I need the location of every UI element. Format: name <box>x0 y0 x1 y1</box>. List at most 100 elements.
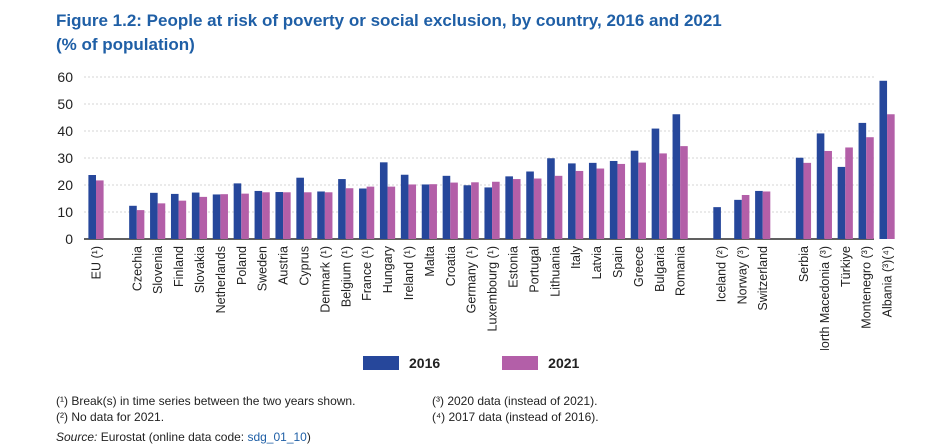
bar-2016 <box>463 185 472 239</box>
footnote-4: (⁴) 2017 data (instead of 2016). <box>432 410 599 424</box>
legend-swatch-2021 <box>502 356 539 370</box>
x-tick-label: North Macedonia (³) <box>818 246 832 350</box>
bar-2016 <box>755 190 763 239</box>
x-tick-label: Estonia <box>506 246 520 288</box>
legend-item-2021: 2021 <box>502 355 579 371</box>
x-tick-label: Czechia <box>130 246 144 291</box>
bar-2016 <box>359 188 367 239</box>
bar-2016 <box>191 192 200 239</box>
bar-2016 <box>526 171 534 239</box>
y-tick-label: 60 <box>57 69 73 85</box>
footnote-1: (¹) Break(s) in time series between the … <box>56 394 356 408</box>
x-tick-label: Romania <box>674 246 688 296</box>
bar-2021 <box>220 194 228 239</box>
x-tick-label: Sweden <box>256 246 270 291</box>
legend-label-2021: 2021 <box>548 355 580 371</box>
bar-2016 <box>734 199 742 239</box>
bar-2021 <box>866 137 874 239</box>
x-tick-label: Iceland (²) <box>714 246 728 302</box>
bar-2016 <box>484 187 493 239</box>
bar-2021 <box>533 178 542 239</box>
bar-2021 <box>824 150 832 239</box>
footnote-2: (²) No data for 2021. <box>56 410 165 424</box>
bar-2021 <box>575 170 584 239</box>
bar-2021 <box>471 182 479 239</box>
x-tick-label: Montenegro (³) <box>860 246 874 329</box>
x-tick-label: Netherlands <box>214 246 228 313</box>
x-tick-label: Cyprus <box>297 246 311 286</box>
x-tick-label: Norway (³) <box>735 246 749 304</box>
x-tick-label: Serbia <box>797 246 811 282</box>
bar-2021 <box>450 182 458 239</box>
footnote-3: (³) 2020 data (instead of 2021). <box>432 394 598 408</box>
x-tick-label: Portugal <box>527 246 541 293</box>
bar-2016 <box>212 194 221 239</box>
bar-chart: 0 10 20 30 40 50 60 EU (¹) Czechia Slovenia Finla… <box>57 69 895 350</box>
x-tick-label: Slovakia <box>193 246 207 293</box>
x-tick-label: Slovenia <box>151 246 165 294</box>
bar-2016 <box>568 163 576 239</box>
bar-2021 <box>345 188 354 239</box>
bar-2021 <box>803 162 812 239</box>
bar-2016 <box>296 177 304 239</box>
bar-2021 <box>199 196 208 239</box>
x-tick-label: Germany (¹) <box>465 246 479 313</box>
bar-2016 <box>795 157 804 239</box>
bar-2016 <box>88 175 96 239</box>
bar-2016 <box>317 191 325 239</box>
x-tick-label: Spain <box>611 246 625 278</box>
bars <box>88 80 895 239</box>
bar-2016 <box>879 80 888 239</box>
bar-2021 <box>96 180 104 239</box>
bar-2016 <box>442 175 451 239</box>
x-tick-label: Finland <box>172 246 186 287</box>
x-tick-label: Ireland (¹) <box>402 246 416 300</box>
bar-2016 <box>129 205 137 239</box>
bar-2016 <box>338 179 346 239</box>
bar-2021 <box>408 184 417 239</box>
y-tick-label: 50 <box>57 96 73 112</box>
bar-2016 <box>609 160 618 239</box>
x-tick-label: Türkiye <box>839 246 853 287</box>
legend-swatch-2016 <box>363 356 399 370</box>
bar-2021 <box>429 184 437 239</box>
footnotes-left: (¹) Break(s) in time series between the … <box>56 393 355 425</box>
bar-2021 <box>303 192 312 239</box>
bar-2016 <box>150 192 158 239</box>
bar-2021 <box>741 194 750 239</box>
bar-2021 <box>596 168 605 239</box>
figure-subtitle: (% of population) <box>56 35 195 54</box>
bar-2016 <box>816 133 825 239</box>
x-tick-label: Austria <box>277 246 291 285</box>
x-tick-label: Malta <box>423 246 437 277</box>
x-tick-label: Latvia <box>590 246 604 279</box>
source-code-link[interactable]: sdg_01_10 <box>247 430 307 444</box>
bar-2021 <box>887 114 895 239</box>
bar-2021 <box>366 186 375 239</box>
x-tick-label: Greece <box>632 246 646 287</box>
bar-2021 <box>178 200 187 239</box>
bar-2016 <box>379 162 388 239</box>
bar-2021 <box>262 192 270 239</box>
bar-2016 <box>421 184 430 239</box>
source-label: Source: <box>56 430 98 444</box>
bar-2021 <box>845 147 853 239</box>
y-axis: 0 10 20 30 40 50 60 <box>57 69 73 247</box>
bar-2021 <box>554 175 563 239</box>
x-tick-label: Italy <box>569 245 583 269</box>
bar-2021 <box>387 186 396 239</box>
y-tick-label: 30 <box>57 150 73 166</box>
footnotes-right: (³) 2020 data (instead of 2021). (⁴) 201… <box>432 393 599 425</box>
y-tick-label: 10 <box>57 204 73 220</box>
bar-2021 <box>492 181 500 239</box>
legend-label-2016: 2016 <box>409 355 441 371</box>
bar-2016 <box>275 192 284 239</box>
bar-2021 <box>241 193 249 239</box>
x-tick-label: Lithuania <box>548 246 562 297</box>
x-tick-label: Albania (³)(⁴) <box>881 246 895 317</box>
source-line: Source: Eurostat (online data code: sdg_… <box>56 430 311 444</box>
x-tick-label: Denmark (¹) <box>318 246 332 313</box>
bar-2021 <box>136 210 145 239</box>
bar-2016 <box>400 174 409 239</box>
bar-2016 <box>547 158 555 239</box>
